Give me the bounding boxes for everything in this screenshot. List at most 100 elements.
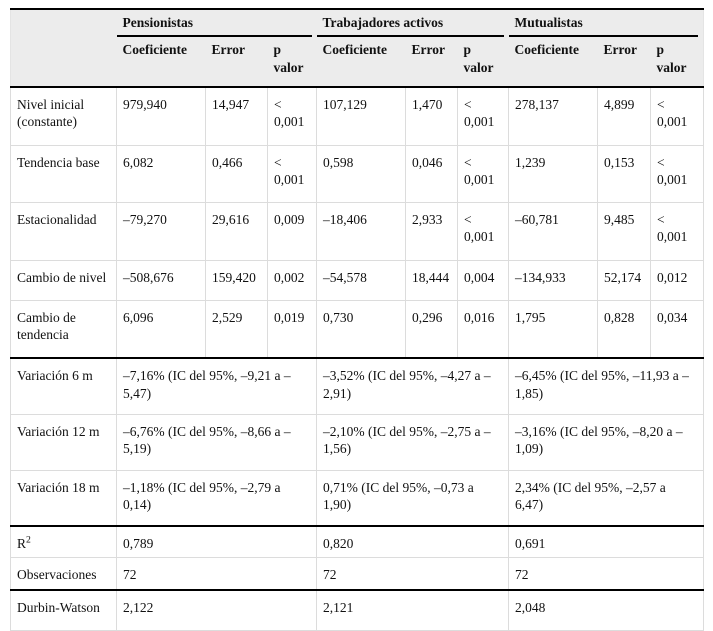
coef-cell: –508,676: [116, 259, 206, 301]
error-cell: 2,933: [405, 202, 458, 261]
header-corner-cell: [10, 9, 117, 89]
p-cell: < 0,001: [457, 144, 509, 204]
col-header-p-valor: p valor: [267, 37, 317, 89]
ci-cell: –6,76% (IC del 95%, –8,66 a –5,19): [116, 414, 317, 471]
coef-cell: 0,598: [316, 144, 406, 204]
error-cell: 18,444: [405, 259, 458, 301]
regression-results-table: Pensionistas Trabajadores activos Mutual…: [10, 8, 705, 631]
row-label: Tendencia base: [10, 144, 117, 204]
table-row-nivel-inicial: Nivel inicial (constante) 979,940 14,947…: [10, 86, 705, 146]
p-cell: 0,019: [267, 299, 317, 359]
row-label: Cambio de tendencia: [10, 299, 117, 359]
stat-cell: 2,048: [507, 588, 705, 631]
error-cell: 159,420: [205, 259, 268, 301]
stat-cell: 0,789: [116, 525, 317, 559]
error-cell: 0,466: [205, 144, 268, 204]
table-row-r2: R2 0,789 0,820 0,691: [10, 525, 705, 559]
stat-cell: 72: [316, 557, 509, 591]
error-cell: 4,899: [597, 86, 651, 146]
error-cell: 0,153: [597, 144, 651, 204]
stat-cell: 0,691: [507, 525, 705, 559]
col-header-coeficiente: Coeficiente: [508, 37, 598, 89]
error-cell: 52,174: [597, 259, 651, 301]
coef-cell: 0,730: [316, 299, 406, 359]
p-cell: < 0,001: [649, 86, 705, 146]
group-label: Trabajadores activos: [316, 12, 504, 37]
table-row-estacionalidad: Estacionalidad –79,270 29,616 0,009 –18,…: [10, 202, 705, 261]
r2-sup: 2: [26, 534, 31, 546]
group-header-row: Pensionistas Trabajadores activos Mutual…: [10, 9, 704, 89]
error-cell: 9,485: [597, 202, 651, 261]
error-cell: 2,529: [205, 299, 268, 359]
col-header-error: Error: [597, 37, 651, 89]
ci-cell: –3,16% (IC del 95%, –8,20 a –1,09): [507, 414, 705, 471]
subheader-row: Coeficiente Error p valor Coeficiente Er…: [11, 37, 704, 89]
coef-cell: 278,137: [508, 86, 598, 146]
table-body: Nivel inicial (constante) 979,940 14,947…: [10, 86, 705, 631]
group-label: Mutualistas: [508, 12, 699, 37]
row-label: Durbin-Watson: [10, 588, 117, 631]
row-label: Observaciones: [10, 557, 117, 591]
error-cell: 29,616: [205, 202, 268, 261]
p-cell: 0,016: [457, 299, 509, 359]
error-cell: 1,470: [405, 86, 458, 146]
coef-cell: –18,406: [316, 202, 406, 261]
coef-cell: 979,940: [116, 86, 206, 146]
table-row-durbin-watson: Durbin-Watson 2,122 2,121 2,048: [10, 588, 705, 631]
p-cell: 0,012: [649, 259, 705, 301]
ci-cell: –7,16% (IC del 95%, –9,21 a –5,47): [116, 357, 317, 416]
coef-cell: 107,129: [316, 86, 406, 146]
table-row-variacion-18m: Variación 18 m –1,18% (IC del 95%, –2,79…: [10, 469, 705, 527]
table-row-tendencia-base: Tendencia base 6,082 0,466 < 0,001 0,598…: [10, 144, 705, 204]
stat-cell: 0,820: [316, 525, 509, 559]
coef-cell: –54,578: [316, 259, 406, 301]
p-cell: < 0,001: [457, 86, 509, 146]
ci-cell: 0,71% (IC del 95%, –0,73 a 1,90): [316, 469, 509, 527]
coef-cell: 1,239: [508, 144, 598, 204]
coef-cell: 6,096: [116, 299, 206, 359]
stat-cell: 72: [507, 557, 705, 591]
ci-cell: –2,10% (IC del 95%, –2,75 a –1,56): [316, 414, 509, 471]
p-cell: 0,034: [649, 299, 705, 359]
table-row-cambio-de-nivel: Cambio de nivel –508,676 159,420 0,002 –…: [10, 259, 705, 301]
group-header-mutualistas: Mutualistas: [508, 9, 704, 37]
row-label: Estacionalidad: [10, 202, 117, 261]
ci-cell: –3,52% (IC del 95%, –4,27 a –2,91): [316, 357, 509, 416]
p-cell: < 0,001: [267, 86, 317, 146]
error-cell: 0,828: [597, 299, 651, 359]
group-label: Pensionistas: [116, 12, 312, 37]
stat-cell: 72: [116, 557, 317, 591]
error-cell: 14,947: [205, 86, 268, 146]
table-row-variacion-12m: Variación 12 m –6,76% (IC del 95%, –8,66…: [10, 414, 705, 471]
table-row-variacion-6m: Variación 6 m –7,16% (IC del 95%, –9,21 …: [10, 357, 705, 416]
p-cell: 0,009: [267, 202, 317, 261]
ci-cell: 2,34% (IC del 95%, –2,57 a 6,47): [507, 469, 705, 527]
stat-cell: 2,122: [116, 588, 317, 631]
coef-cell: –134,933: [508, 259, 598, 301]
row-label: Variación 12 m: [10, 414, 117, 471]
r2-base: R: [17, 536, 27, 552]
table-row-observaciones: Observaciones 72 72 72: [10, 557, 705, 591]
col-header-error: Error: [205, 37, 268, 89]
row-label: Variación 6 m: [10, 357, 117, 416]
p-cell: < 0,001: [267, 144, 317, 204]
col-header-coeficiente: Coeficiente: [116, 37, 206, 89]
p-cell: 0,002: [267, 259, 317, 301]
stat-cell: 2,121: [316, 588, 509, 631]
col-header-error: Error: [405, 37, 458, 89]
coef-cell: 1,795: [508, 299, 598, 359]
error-cell: 0,046: [405, 144, 458, 204]
p-cell: < 0,001: [457, 202, 509, 261]
col-header-p-valor: p valor: [650, 37, 704, 89]
row-label: Cambio de nivel: [10, 259, 117, 301]
row-label: Nivel inicial (constante): [10, 86, 117, 146]
row-label: R2: [10, 525, 117, 559]
p-cell: < 0,001: [649, 202, 705, 261]
table-row-cambio-de-tendencia: Cambio de tendencia 6,096 2,529 0,019 0,…: [10, 299, 705, 359]
ci-cell: –6,45% (IC del 95%, –11,93 a –1,85): [507, 357, 705, 416]
ci-cell: –1,18% (IC del 95%, –2,79 a 0,14): [116, 469, 317, 527]
coef-cell: –79,270: [116, 202, 206, 261]
p-cell: < 0,001: [649, 144, 705, 204]
coef-cell: 6,082: [116, 144, 206, 204]
